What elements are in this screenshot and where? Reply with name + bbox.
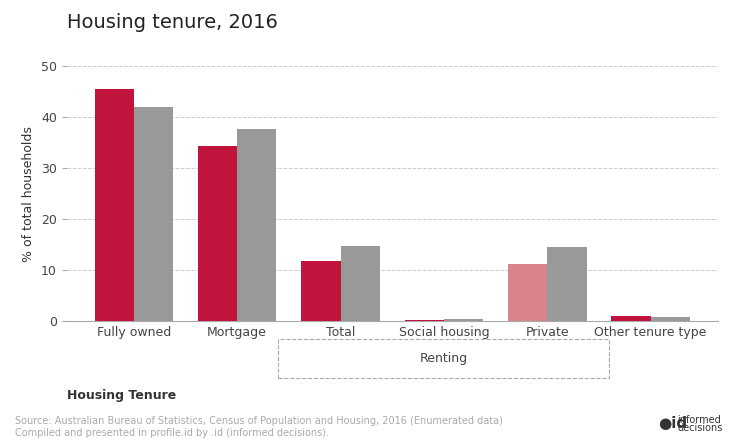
Bar — [405, 320, 444, 321]
Bar — [134, 107, 173, 321]
Bar — [548, 247, 587, 321]
Y-axis label: % of total households: % of total households — [22, 126, 36, 261]
Text: Housing Tenure: Housing Tenure — [67, 389, 176, 403]
Text: Source: Australian Bureau of Statistics, Census of Population and Housing, 2016 : Source: Australian Bureau of Statistics,… — [15, 416, 502, 438]
Bar — [340, 246, 380, 321]
Text: Renting: Renting — [420, 352, 468, 365]
Text: ●id: ●id — [659, 416, 687, 431]
Bar — [301, 261, 340, 321]
Bar — [650, 317, 690, 321]
Bar — [237, 129, 277, 321]
Text: decisions: decisions — [677, 423, 722, 433]
Text: informed: informed — [677, 414, 721, 425]
Bar — [444, 319, 483, 321]
Bar — [508, 264, 548, 321]
Bar — [198, 146, 237, 321]
Bar — [95, 89, 134, 321]
Bar — [611, 316, 650, 321]
Text: Housing tenure, 2016: Housing tenure, 2016 — [67, 13, 278, 32]
